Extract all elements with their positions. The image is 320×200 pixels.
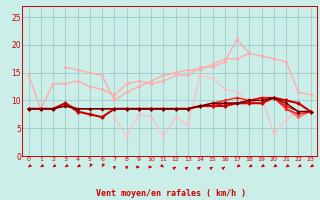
Text: Vent moyen/en rafales ( km/h ): Vent moyen/en rafales ( km/h ) <box>96 189 246 198</box>
